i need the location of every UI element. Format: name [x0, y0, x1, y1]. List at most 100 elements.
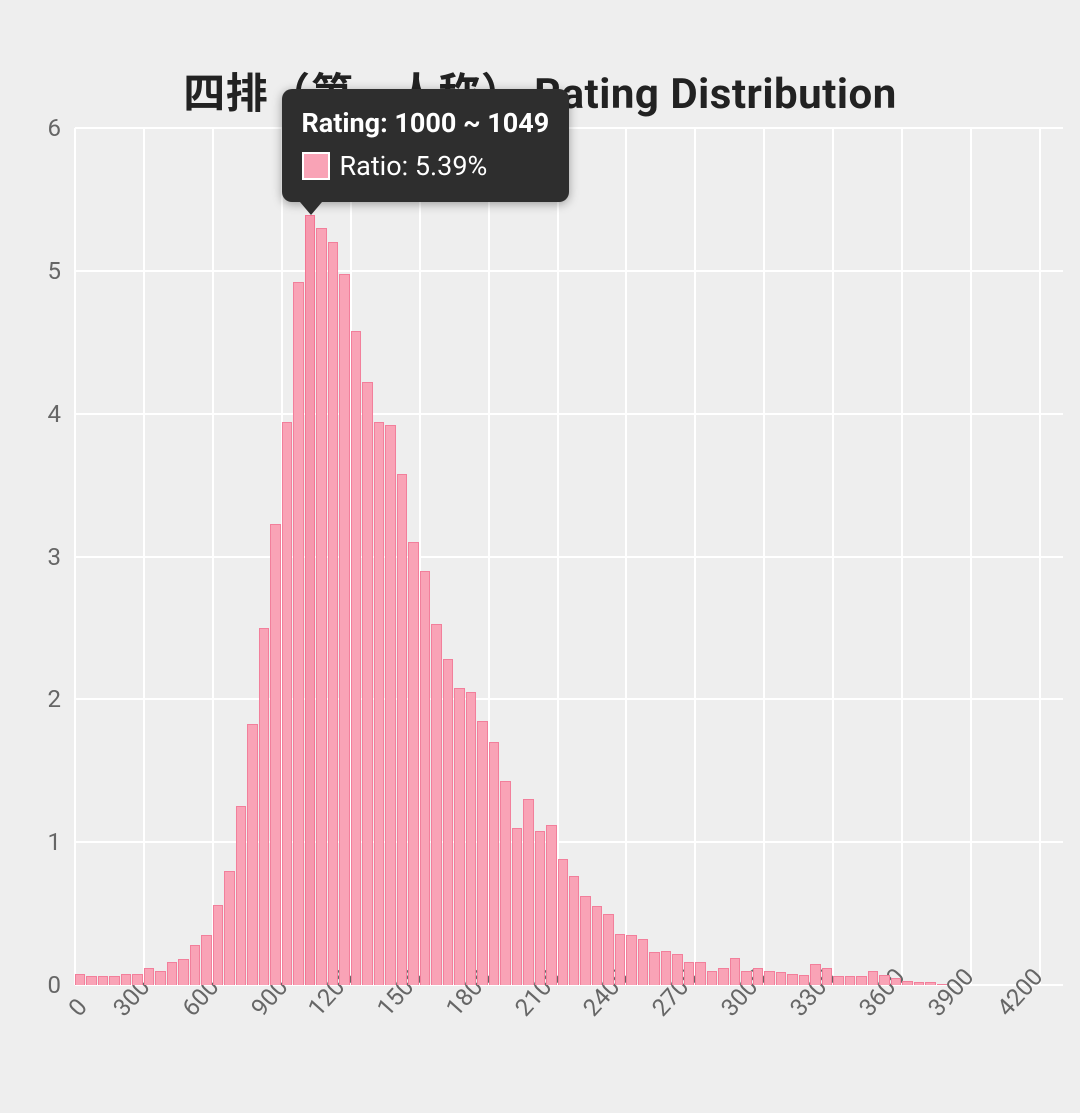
- histogram-bar[interactable]: [374, 422, 384, 985]
- histogram-bar[interactable]: [535, 831, 545, 985]
- histogram-bar[interactable]: [764, 971, 774, 985]
- grid-v: [763, 128, 765, 985]
- histogram-bar[interactable]: [937, 984, 947, 985]
- histogram-bar[interactable]: [638, 939, 648, 985]
- y-tick-label: 5: [48, 257, 76, 285]
- histogram-plot[interactable]: 0123456030060090012001500180021002400270…: [75, 128, 1063, 985]
- histogram-bar[interactable]: [121, 974, 131, 985]
- histogram-bar[interactable]: [626, 935, 636, 985]
- grid-v: [212, 128, 214, 985]
- histogram-bar[interactable]: [167, 962, 177, 985]
- histogram-bar[interactable]: [592, 906, 602, 985]
- histogram-bar[interactable]: [810, 964, 820, 985]
- histogram-bar[interactable]: [672, 954, 682, 985]
- histogram-bar[interactable]: [236, 806, 246, 985]
- histogram-bar[interactable]: [293, 282, 303, 985]
- grid-h: [75, 556, 1063, 558]
- histogram-bar[interactable]: [661, 951, 671, 985]
- histogram-bar[interactable]: [328, 242, 338, 985]
- histogram-bar[interactable]: [546, 825, 556, 985]
- histogram-bar[interactable]: [466, 692, 476, 985]
- histogram-bar[interactable]: [902, 981, 912, 985]
- histogram-bar[interactable]: [109, 976, 119, 985]
- histogram-bar[interactable]: [753, 968, 763, 985]
- histogram-bar[interactable]: [523, 799, 533, 985]
- histogram-bar[interactable]: [316, 228, 326, 985]
- histogram-bar[interactable]: [385, 425, 395, 985]
- histogram-bar[interactable]: [718, 968, 728, 985]
- histogram-bar[interactable]: [868, 971, 878, 985]
- grid-v: [1039, 128, 1041, 985]
- grid-v: [901, 128, 903, 985]
- histogram-bar[interactable]: [695, 962, 705, 985]
- tooltip-swatch-icon: [302, 152, 330, 180]
- histogram-bar[interactable]: [408, 542, 418, 985]
- histogram-bar[interactable]: [98, 976, 108, 985]
- grid-h: [75, 270, 1063, 272]
- histogram-bar[interactable]: [569, 876, 579, 985]
- grid-h: [75, 841, 1063, 843]
- histogram-bar[interactable]: [178, 959, 188, 985]
- histogram-bar[interactable]: [305, 215, 315, 985]
- grid-h: [75, 698, 1063, 700]
- histogram-bar[interactable]: [603, 914, 613, 985]
- histogram-bar[interactable]: [454, 688, 464, 985]
- histogram-bar[interactable]: [282, 422, 292, 985]
- histogram-bar[interactable]: [224, 871, 234, 985]
- histogram-bar[interactable]: [822, 968, 832, 985]
- histogram-bar[interactable]: [856, 976, 866, 985]
- histogram-bar[interactable]: [351, 331, 361, 985]
- x-tick-label: 0: [63, 993, 93, 1022]
- histogram-bar[interactable]: [833, 976, 843, 985]
- histogram-bar[interactable]: [925, 982, 935, 985]
- histogram-bar[interactable]: [443, 659, 453, 985]
- histogram-bar[interactable]: [190, 945, 200, 985]
- histogram-bar[interactable]: [201, 935, 211, 985]
- histogram-bar[interactable]: [741, 971, 751, 985]
- y-tick-label: 6: [48, 114, 76, 142]
- grid-v: [694, 128, 696, 985]
- histogram-bar[interactable]: [86, 976, 96, 985]
- histogram-bar[interactable]: [155, 971, 165, 985]
- histogram-bar[interactable]: [787, 974, 797, 985]
- histogram-bar[interactable]: [649, 952, 659, 985]
- histogram-bar[interactable]: [707, 971, 717, 985]
- histogram-bar[interactable]: [397, 474, 407, 985]
- histogram-bar[interactable]: [500, 781, 510, 985]
- histogram-bar[interactable]: [431, 624, 441, 985]
- histogram-bar[interactable]: [339, 274, 349, 985]
- y-tick-label: 1: [48, 828, 76, 856]
- grid-v: [143, 128, 145, 985]
- histogram-bar[interactable]: [247, 724, 257, 985]
- histogram-bar[interactable]: [75, 974, 85, 985]
- histogram-bar[interactable]: [580, 896, 590, 985]
- histogram-bar[interactable]: [489, 742, 499, 985]
- histogram-bar[interactable]: [730, 958, 740, 985]
- histogram-bar[interactable]: [213, 905, 223, 985]
- grid-v: [970, 128, 972, 985]
- histogram-bar[interactable]: [512, 828, 522, 985]
- histogram-bar[interactable]: [684, 962, 694, 985]
- histogram-bar[interactable]: [144, 968, 154, 985]
- histogram-bar[interactable]: [776, 972, 786, 985]
- grid-v: [557, 128, 559, 985]
- histogram-bar[interactable]: [799, 975, 809, 985]
- histogram-bar[interactable]: [914, 982, 924, 985]
- y-tick-label: 3: [48, 543, 76, 571]
- histogram-bar[interactable]: [558, 859, 568, 985]
- chart-tooltip: Rating: 1000 ~ 1049 Ratio: 5.39%: [282, 89, 570, 202]
- histogram-bar[interactable]: [879, 975, 889, 985]
- histogram-bar[interactable]: [270, 524, 280, 985]
- histogram-bar[interactable]: [259, 628, 269, 985]
- histogram-bar[interactable]: [362, 382, 372, 985]
- y-tick-label: 2: [48, 685, 76, 713]
- histogram-bar[interactable]: [420, 571, 430, 985]
- grid-v: [74, 128, 76, 985]
- tooltip-arrow-icon: [300, 202, 322, 215]
- tooltip-title: Rating: 1000 ~ 1049: [302, 105, 550, 141]
- histogram-bar[interactable]: [891, 978, 901, 985]
- histogram-bar[interactable]: [615, 934, 625, 985]
- histogram-bar[interactable]: [132, 974, 142, 985]
- histogram-bar[interactable]: [477, 721, 487, 985]
- histogram-bar[interactable]: [845, 976, 855, 985]
